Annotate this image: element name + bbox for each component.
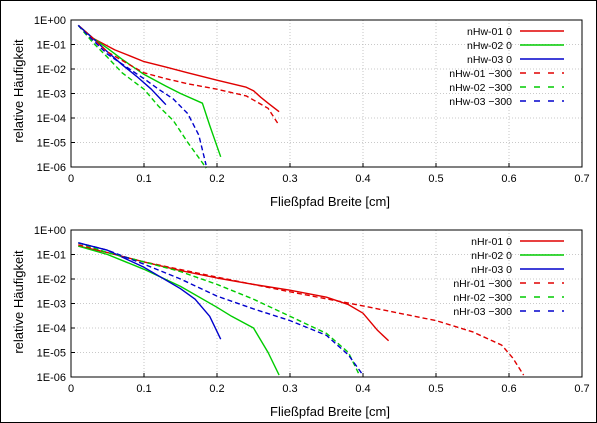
legend-label: nHr-03 0	[471, 264, 512, 276]
plot-frame	[70, 229, 583, 378]
xlabel-bottom: Fließpfad Breite [cm]	[270, 404, 390, 419]
x-tick-label: 0.5	[428, 383, 443, 395]
x-tick-label: 0	[68, 173, 74, 185]
y-tick-label: 1E-05	[37, 138, 66, 150]
y-tick-label: 1E-02	[37, 274, 66, 286]
x-tick-label: 0.2	[209, 173, 224, 185]
x-tick-label: 0.1	[136, 383, 151, 395]
legend-label: nHw-02 −300	[449, 82, 512, 94]
y-tick-label: 1E-04	[37, 113, 66, 125]
y-tick-label: 1E-02	[37, 64, 66, 76]
series-line-3	[78, 244, 525, 376]
legend-label: nHw-03 0	[467, 54, 512, 66]
chart-top: relative Häufigkeit Fließpfad Breite [cm…	[11, 15, 590, 209]
y-tick-label: 1E-06	[37, 372, 66, 384]
series-line-2	[77, 24, 167, 106]
y-tick-label: 1E-06	[37, 162, 66, 174]
chart-bottom: relative Häufigkeit Fließpfad Breite [cm…	[11, 225, 590, 419]
x-tick-label: 0.7	[574, 173, 589, 185]
x-tick-label: 0.6	[501, 383, 516, 395]
y-tick-label: 1E-05	[37, 348, 66, 360]
xlabel-top: Fließpfad Breite [cm]	[270, 194, 390, 209]
series-line-1	[78, 245, 280, 376]
x-tick-label: 0.6	[501, 173, 516, 185]
y-tick-label: 1E-01	[37, 40, 66, 52]
legend-label: nHr-02 −300	[453, 292, 512, 304]
legend-label: nHr-01 0	[471, 236, 512, 248]
y-tick-label: 1E-04	[37, 323, 66, 335]
legend-label: nHw-03 −300	[449, 96, 512, 108]
x-tick-label: 0.7	[574, 383, 589, 395]
series-line-0	[77, 24, 280, 113]
legend-label: nHr-03 −300	[453, 306, 512, 318]
y-tick-label: 1E-01	[37, 250, 66, 262]
y-tick-label: 1E+00	[34, 225, 66, 237]
series-line-1	[77, 24, 222, 158]
legend-label: nHw-01 −300	[449, 68, 512, 80]
y-tick-label: 1E-03	[37, 299, 66, 311]
x-tick-label: 0.2	[209, 383, 224, 395]
legend-label: nHw-02 0	[467, 40, 512, 52]
legend-label: nHw-01 0	[467, 26, 512, 38]
series-line-3	[77, 24, 280, 126]
x-tick-label: 0.5	[428, 173, 443, 185]
ylabel-bottom: relative Häufigkeit	[11, 250, 26, 354]
x-tick-label: 0.4	[355, 173, 370, 185]
series-line-5	[77, 24, 207, 166]
x-tick-label: 0.1	[136, 173, 151, 185]
legend-label: nHr-01 −300	[453, 278, 512, 290]
plot-frame	[70, 19, 583, 168]
legend-label: nHr-02 0	[471, 250, 512, 262]
x-tick-label: 0.4	[355, 383, 370, 395]
y-tick-label: 1E+00	[34, 15, 66, 27]
x-tick-label: 0	[68, 383, 74, 395]
series-line-4	[77, 24, 207, 169]
x-tick-label: 0.3	[282, 383, 297, 395]
series-line-0	[78, 245, 390, 342]
y-tick-label: 1E-03	[37, 89, 66, 101]
series-line-2	[78, 242, 222, 340]
ylabel-top: relative Häufigkeit	[11, 39, 26, 143]
x-tick-label: 0.3	[282, 173, 297, 185]
series-line-5	[78, 242, 364, 376]
